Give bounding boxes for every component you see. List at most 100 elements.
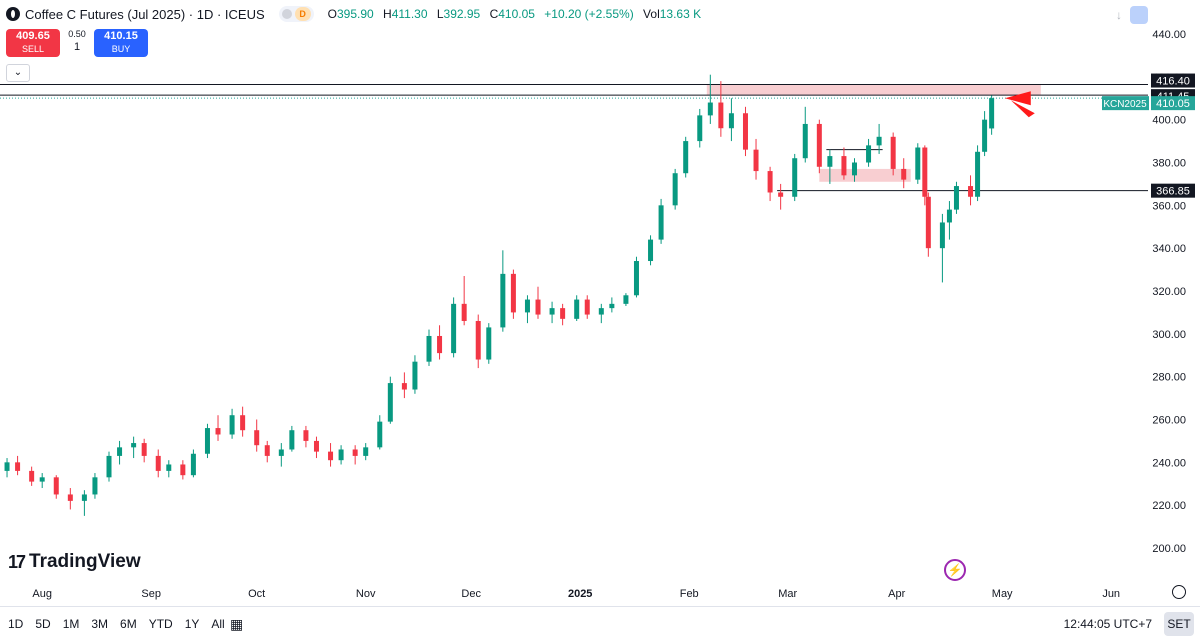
- x-tick-label: May: [992, 588, 1013, 600]
- candle-body: [742, 113, 748, 150]
- candle-body: [166, 464, 172, 471]
- candle-body: [623, 295, 629, 304]
- range-6m[interactable]: 6M: [120, 617, 137, 631]
- candle-body: [728, 113, 734, 129]
- candle-body: [697, 115, 703, 142]
- y-tick-label: 340.00: [1152, 243, 1186, 255]
- candle-body: [39, 477, 45, 482]
- candle-body: [802, 123, 808, 159]
- snapshot-icon[interactable]: [1130, 6, 1148, 24]
- collapse-chevron-icon[interactable]: ⌄: [6, 64, 30, 82]
- sell-label: SELL: [21, 44, 45, 54]
- price-label: 366.85: [1156, 186, 1190, 198]
- data-source-pill[interactable]: D: [278, 6, 314, 22]
- candle-body: [486, 327, 492, 360]
- candle-body: [915, 147, 921, 180]
- candle-body: [338, 449, 344, 461]
- session-button[interactable]: SET: [1164, 612, 1194, 636]
- candle-body: [753, 149, 759, 172]
- volume-label: Vol: [643, 7, 660, 21]
- candle-body: [475, 320, 481, 360]
- candle-body: [461, 303, 467, 321]
- candle-body: [658, 205, 664, 240]
- y-tick-label: 360.00: [1152, 200, 1186, 212]
- candle-body: [816, 123, 822, 167]
- candle-body: [303, 430, 309, 441]
- candle-body: [131, 443, 137, 448]
- price-label: 416.40: [1156, 76, 1190, 88]
- candle-body: [92, 477, 98, 495]
- candle-body: [278, 449, 284, 456]
- candlestick-chart[interactable]: 440.00420.00400.00380.00360.00340.00320.…: [0, 0, 1200, 606]
- candle-body: [451, 303, 457, 354]
- candle-body: [141, 443, 147, 456]
- candle-body: [549, 308, 555, 315]
- x-tick-label: Apr: [888, 588, 905, 600]
- date-range-icon[interactable]: ▦: [230, 616, 244, 632]
- range-all[interactable]: All: [211, 617, 225, 631]
- candle-body: [204, 428, 210, 454]
- candle-body: [718, 102, 724, 129]
- candle-body: [117, 447, 123, 456]
- price-label: 410.05: [1156, 98, 1190, 110]
- candle-body: [4, 462, 10, 471]
- watermark-text: TradingView: [29, 551, 141, 572]
- buy-label: BUY: [111, 44, 131, 54]
- symbol-title[interactable]: Coffee C Futures (Jul 2025) · 1D · ICEUS: [25, 6, 265, 22]
- volume-value: 13.63 K: [659, 7, 702, 21]
- clock-readout[interactable]: 12:44:05 UTC+7: [1063, 617, 1152, 631]
- candle-body: [510, 273, 516, 313]
- lightning-icon[interactable]: ⚡: [944, 559, 966, 581]
- x-tick-label: Dec: [461, 588, 481, 600]
- candle-body: [190, 453, 196, 476]
- status-dot-icon: [281, 9, 292, 19]
- candle-body: [67, 494, 73, 501]
- y-tick-label: 260.00: [1152, 415, 1186, 427]
- y-tick-label: 220.00: [1152, 500, 1186, 512]
- quantity-value[interactable]: 1: [73, 41, 81, 53]
- buy-button[interactable]: 410.15 BUY: [94, 29, 148, 57]
- top-right-tools: ↓: [1116, 6, 1148, 24]
- sell-button[interactable]: 409.65 SELL: [6, 29, 60, 57]
- close-label: C: [489, 7, 499, 21]
- candle-body: [925, 196, 931, 249]
- candle-body: [707, 102, 713, 116]
- range-1d[interactable]: 1D: [8, 617, 24, 631]
- range-ytd[interactable]: YTD: [148, 617, 173, 631]
- candle-body: [401, 383, 407, 390]
- candle-body: [841, 156, 847, 176]
- candle-body: [778, 192, 784, 197]
- range-1m[interactable]: 1M: [62, 617, 80, 631]
- candle-body: [254, 430, 260, 446]
- candle-body: [792, 158, 798, 197]
- candle-body: [289, 430, 295, 450]
- close-value: 410.05: [498, 7, 535, 21]
- y-tick-label: 240.00: [1152, 457, 1186, 469]
- download-arrow-icon[interactable]: ↓: [1116, 8, 1122, 22]
- bottom-toolbar: 1D 5D 1M 3M 6M YTD 1Y All ▦ 12:44:05 UTC…: [0, 606, 1200, 643]
- range-3m[interactable]: 3M: [91, 617, 109, 631]
- candle-body: [377, 421, 383, 448]
- y-tick-label: 200.00: [1152, 543, 1186, 555]
- ohlc-readout: O395.90 H411.30 L392.95 C410.05 +10.20 (…: [328, 7, 707, 21]
- chart-header: Coffee C Futures (Jul 2025) · 1D · ICEUS…: [6, 6, 707, 22]
- candle-body: [215, 428, 221, 435]
- candle-body: [939, 222, 945, 249]
- candle-body: [975, 151, 981, 197]
- candle-body: [387, 383, 393, 422]
- ticker-label-box: [1102, 96, 1149, 111]
- x-tick-label: Sep: [141, 588, 161, 600]
- price-label-box: [1151, 96, 1195, 111]
- gear-icon[interactable]: [1172, 585, 1186, 599]
- candle-body: [633, 261, 639, 296]
- coffee-logo-icon: [6, 7, 20, 21]
- resistance-zone: [706, 84, 1041, 96]
- range-1y[interactable]: 1Y: [184, 617, 200, 631]
- red-arrow-annotation: [1004, 91, 1031, 106]
- consolidation-zone: [819, 168, 911, 182]
- range-5d[interactable]: 5D: [35, 617, 51, 631]
- candle-body: [648, 239, 654, 262]
- y-tick-label: 400.00: [1152, 115, 1186, 127]
- candle-body: [672, 173, 678, 206]
- candle-body: [890, 136, 896, 169]
